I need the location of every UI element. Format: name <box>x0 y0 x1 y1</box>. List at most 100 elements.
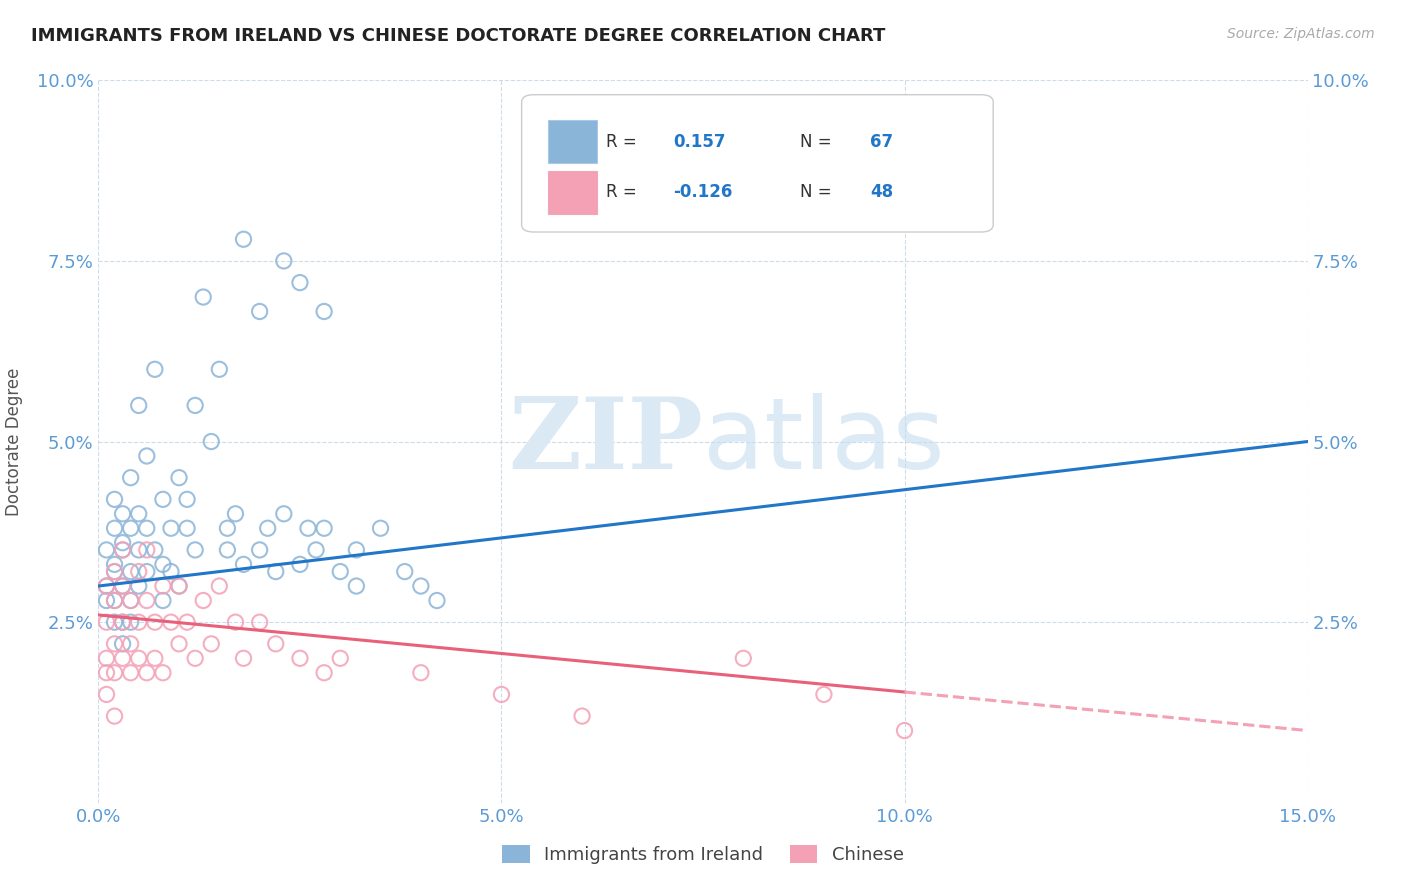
Point <box>96 542 118 557</box>
Text: atlas: atlas <box>703 393 945 490</box>
Point <box>426 593 449 607</box>
Point <box>103 558 125 572</box>
Point <box>152 593 174 607</box>
Point <box>96 579 118 593</box>
Point <box>160 521 183 535</box>
Point <box>103 565 125 579</box>
Point <box>288 558 311 572</box>
Point <box>111 579 134 593</box>
Point <box>256 521 278 535</box>
Point <box>120 565 142 579</box>
Point <box>103 521 125 535</box>
Point <box>193 593 215 607</box>
Point <box>409 665 432 680</box>
Point <box>297 521 319 535</box>
Text: N =: N = <box>800 133 837 151</box>
Legend: Immigrants from Ireland, Chinese: Immigrants from Ireland, Chinese <box>494 836 912 873</box>
Point <box>111 542 134 557</box>
Point <box>111 615 134 630</box>
Point <box>314 304 336 318</box>
Point <box>120 521 142 535</box>
Point <box>733 651 755 665</box>
Point <box>200 637 222 651</box>
Point <box>249 542 271 557</box>
Point <box>273 507 295 521</box>
FancyBboxPatch shape <box>548 120 596 163</box>
Point <box>120 593 142 607</box>
Text: 0.157: 0.157 <box>672 133 725 151</box>
Point <box>111 651 134 665</box>
Point <box>249 615 271 630</box>
Text: R =: R = <box>606 183 643 202</box>
Point <box>103 593 125 607</box>
Point <box>329 565 352 579</box>
Point <box>314 665 336 680</box>
Point <box>128 398 150 412</box>
Point <box>128 579 150 593</box>
Point <box>152 665 174 680</box>
Text: IMMIGRANTS FROM IRELAND VS CHINESE DOCTORATE DEGREE CORRELATION CHART: IMMIGRANTS FROM IRELAND VS CHINESE DOCTO… <box>31 27 886 45</box>
Point <box>135 521 157 535</box>
Point <box>135 542 157 557</box>
Point <box>128 542 150 557</box>
Point <box>143 651 166 665</box>
Point <box>176 492 198 507</box>
Point <box>96 665 118 680</box>
FancyBboxPatch shape <box>548 170 596 214</box>
Point <box>143 542 166 557</box>
Point <box>143 615 166 630</box>
Point <box>96 615 118 630</box>
Point <box>208 579 231 593</box>
Point <box>329 651 352 665</box>
FancyBboxPatch shape <box>522 95 993 232</box>
Point <box>305 542 328 557</box>
Text: 67: 67 <box>870 133 893 151</box>
Point <box>103 615 125 630</box>
Point <box>167 579 190 593</box>
Point <box>160 565 183 579</box>
Point <box>120 615 142 630</box>
Text: R =: R = <box>606 133 643 151</box>
Point <box>135 449 157 463</box>
Point <box>344 579 367 593</box>
Point <box>128 615 150 630</box>
Point <box>232 232 254 246</box>
Point <box>184 398 207 412</box>
Point <box>184 542 207 557</box>
Point <box>111 507 134 521</box>
Point <box>111 615 134 630</box>
Point <box>344 542 367 557</box>
Point <box>111 637 134 651</box>
Point <box>135 565 157 579</box>
Point <box>103 637 125 651</box>
Point <box>370 521 392 535</box>
Point <box>288 276 311 290</box>
Point <box>232 558 254 572</box>
Point <box>200 434 222 449</box>
Point <box>120 637 142 651</box>
Point <box>160 615 183 630</box>
Point <box>152 558 174 572</box>
Point <box>232 651 254 665</box>
Point <box>96 593 118 607</box>
Point <box>103 593 125 607</box>
Point <box>111 579 134 593</box>
Point <box>120 471 142 485</box>
Point <box>152 492 174 507</box>
Point <box>167 579 190 593</box>
Point <box>217 542 239 557</box>
Point <box>224 507 246 521</box>
Point <box>96 651 118 665</box>
Point <box>103 665 125 680</box>
Point <box>167 637 190 651</box>
Point <box>264 637 287 651</box>
Point <box>111 542 134 557</box>
Point <box>264 565 287 579</box>
Point <box>111 535 134 549</box>
Point <box>120 665 142 680</box>
Point <box>184 651 207 665</box>
Point <box>176 521 198 535</box>
Y-axis label: Doctorate Degree: Doctorate Degree <box>4 368 22 516</box>
Point <box>224 615 246 630</box>
Text: 48: 48 <box>870 183 893 202</box>
